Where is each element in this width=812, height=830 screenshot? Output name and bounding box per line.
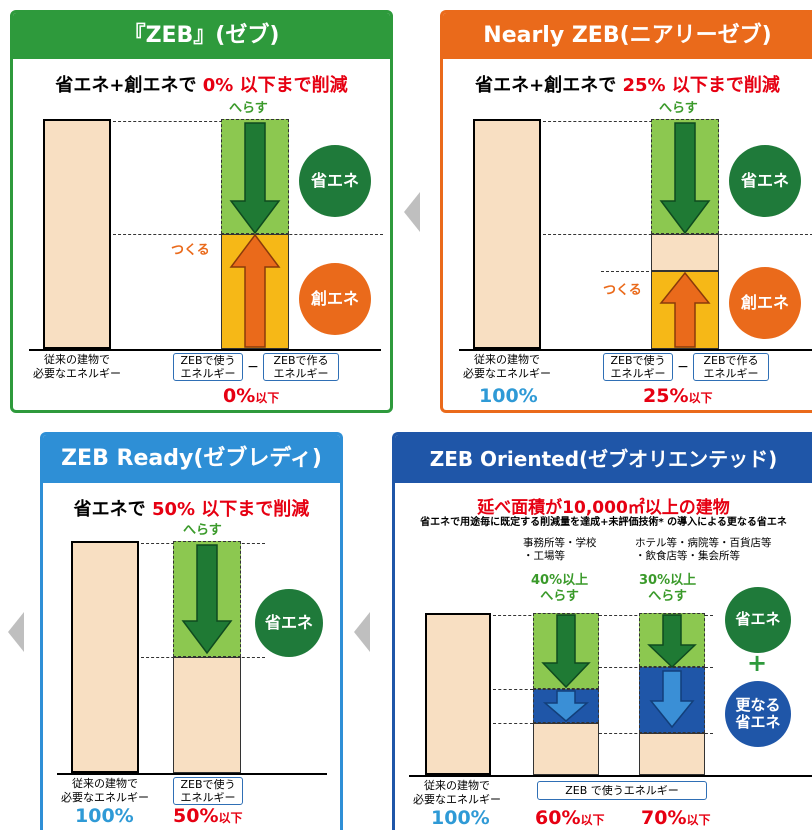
energy-saving-circle: 省エネ: [299, 145, 371, 217]
zeb-oriented-panel-title: ZEB Oriented(ゼブオリエンテッド): [395, 435, 812, 483]
baseline-bar: [425, 613, 491, 775]
zeb-ready-panel-title: ZEB Ready(ゼブレディ): [43, 435, 340, 483]
energy-creation-circle: 創エネ: [729, 267, 801, 339]
axis-line: [409, 775, 812, 777]
remaining-zone-70: [639, 733, 705, 775]
prev-arrow-icon[interactable]: [354, 612, 370, 652]
zeb-ready-panel: ZEB Ready(ゼブレディ) 省エネで 50% 以下まで削減 へらす 省エネ…: [40, 432, 343, 830]
make-energy-label: ZEBで作る エネルギー: [263, 353, 339, 382]
top-line: [493, 615, 713, 616]
zeb-subtitle: 省エネ+創エネで 0% 以下まで削減: [55, 75, 348, 96]
baseline-percent: 100%: [75, 805, 134, 827]
axis-line: [29, 349, 381, 351]
minus-sign: −: [677, 359, 689, 375]
zeb-ready-target-percent: 50%以下: [173, 805, 243, 827]
axis-line: [57, 773, 327, 775]
nearly-zeb-subtitle: 省エネ+創エネで 25% 以下まで削減: [475, 75, 780, 96]
zeb-panel: 『ZEB』(ゼブ) 省エネ+創エネで 0% 以下まで削減 へらす つくる 省エネ…: [10, 10, 393, 413]
use-energy-label: ZEB で使うエネルギー: [537, 781, 707, 801]
further-saving-circle: 更なる 省エネ: [725, 681, 791, 747]
requirement-note: 省エネで用途毎に既定する削減量を達成+未評価技術* の導入による更なる省エネ: [420, 517, 787, 528]
zeb-target-percent: 0%以下: [223, 385, 280, 407]
use-energy-label: ZEBで使う エネルギー: [173, 353, 243, 382]
baseline-label: 従来の建物で 必要なエネルギー: [463, 353, 551, 380]
reduce-label: へらす: [659, 101, 698, 116]
category-office: 事務所等・学校 ・工場等: [523, 537, 597, 563]
oriented-70-percent: 70%以下: [641, 807, 711, 829]
plus-sign: +: [747, 649, 768, 677]
top-line: [113, 121, 288, 122]
baseline-bar: [71, 541, 139, 773]
zeb-ready-subtitle: 省エネで 50% 以下まで削減: [73, 499, 310, 520]
zeb-panel-title: 『ZEB』(ゼブ): [13, 13, 390, 59]
reduce-arrow: [659, 122, 711, 348]
use-energy-label: ZEBで使う エネルギー: [173, 777, 243, 806]
baseline-percent: 100%: [479, 385, 538, 407]
reduce-arrow-40: [541, 614, 591, 722]
reduce-label: へらす: [229, 101, 268, 116]
prev-arrow-icon[interactable]: [404, 192, 420, 232]
baseline-percent: 100%: [431, 807, 490, 829]
baseline-label: 従来の建物で 必要なエネルギー: [33, 353, 121, 380]
baseline-label: 従来の建物で 必要なエネルギー: [61, 777, 149, 804]
axis-line: [459, 349, 812, 351]
remaining-zone: [651, 234, 719, 271]
reduce-arrow-30: [647, 614, 697, 729]
create-label: つくる: [171, 243, 210, 258]
mid-line-60: [493, 689, 533, 690]
baseline-bar: [43, 119, 111, 349]
zeb-oriented-panel: ZEB Oriented(ゼブオリエンテッド) 延べ面積が10,000㎡以上の建…: [392, 432, 812, 830]
reduce-40-label: 40%以上 へらす: [531, 573, 589, 604]
energy-saving-circle: 省エネ: [729, 145, 801, 217]
baseline-label: 従来の建物で 必要なエネルギー: [413, 779, 501, 806]
nearly-zeb-target-percent: 25%以下: [643, 385, 713, 407]
energy-creation-circle: 創エネ: [299, 263, 371, 335]
low-line-60: [493, 723, 533, 724]
reduce-arrow: [181, 544, 233, 655]
energy-saving-circle: 省エネ: [255, 589, 323, 657]
remaining-zone-60: [533, 723, 599, 775]
reduce-30-label: 30%以上 へらす: [639, 573, 697, 604]
reduce-label: へらす: [183, 523, 222, 538]
nearly-zeb-panel-title: Nearly ZEB(ニアリーゼブ): [443, 13, 812, 59]
nearly-zeb-panel: Nearly ZEB(ニアリーゼブ) 省エネ+創エネで 25% 以下まで削減 へ…: [440, 10, 812, 413]
create-label: つくる: [603, 283, 642, 298]
make-energy-label: ZEBで作る エネルギー: [693, 353, 769, 382]
energy-saving-circle: 省エネ: [725, 587, 791, 653]
reduce-arrow: [229, 122, 281, 348]
baseline-bar: [473, 119, 541, 349]
floor-area-subtitle: 延べ面積が10,000㎡以上の建物: [477, 498, 730, 518]
oriented-60-percent: 60%以下: [535, 807, 605, 829]
prev-arrow-icon[interactable]: [8, 612, 24, 652]
minus-sign: −: [247, 359, 259, 375]
category-hotel: ホテル等・病院等・百貨店等 ・飲食店等・集会所等: [635, 537, 772, 563]
use-energy-label: ZEBで使う エネルギー: [603, 353, 673, 382]
top-line: [543, 121, 718, 122]
remaining-zone: [173, 657, 241, 773]
